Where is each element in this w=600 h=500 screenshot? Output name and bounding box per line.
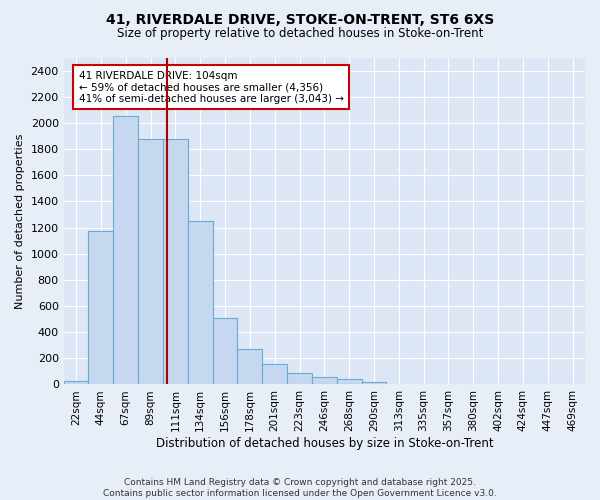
Bar <box>337 378 362 384</box>
Text: 41 RIVERDALE DRIVE: 104sqm
← 59% of detached houses are smaller (4,356)
41% of s: 41 RIVERDALE DRIVE: 104sqm ← 59% of deta… <box>79 70 344 104</box>
Text: Size of property relative to detached houses in Stoke-on-Trent: Size of property relative to detached ho… <box>117 28 483 40</box>
Bar <box>262 364 287 384</box>
Bar <box>113 116 138 384</box>
Text: 41, RIVERDALE DRIVE, STOKE-ON-TRENT, ST6 6XS: 41, RIVERDALE DRIVE, STOKE-ON-TRENT, ST6… <box>106 12 494 26</box>
Bar <box>163 139 188 384</box>
X-axis label: Distribution of detached houses by size in Stoke-on-Trent: Distribution of detached houses by size … <box>155 437 493 450</box>
Bar <box>238 349 262 384</box>
Bar <box>287 372 312 384</box>
Bar <box>138 139 163 384</box>
Y-axis label: Number of detached properties: Number of detached properties <box>15 134 25 308</box>
Bar <box>212 318 238 384</box>
Bar <box>312 378 337 384</box>
Bar <box>64 381 88 384</box>
Bar <box>362 382 386 384</box>
Bar <box>88 231 113 384</box>
Bar <box>188 221 212 384</box>
Text: Contains HM Land Registry data © Crown copyright and database right 2025.
Contai: Contains HM Land Registry data © Crown c… <box>103 478 497 498</box>
